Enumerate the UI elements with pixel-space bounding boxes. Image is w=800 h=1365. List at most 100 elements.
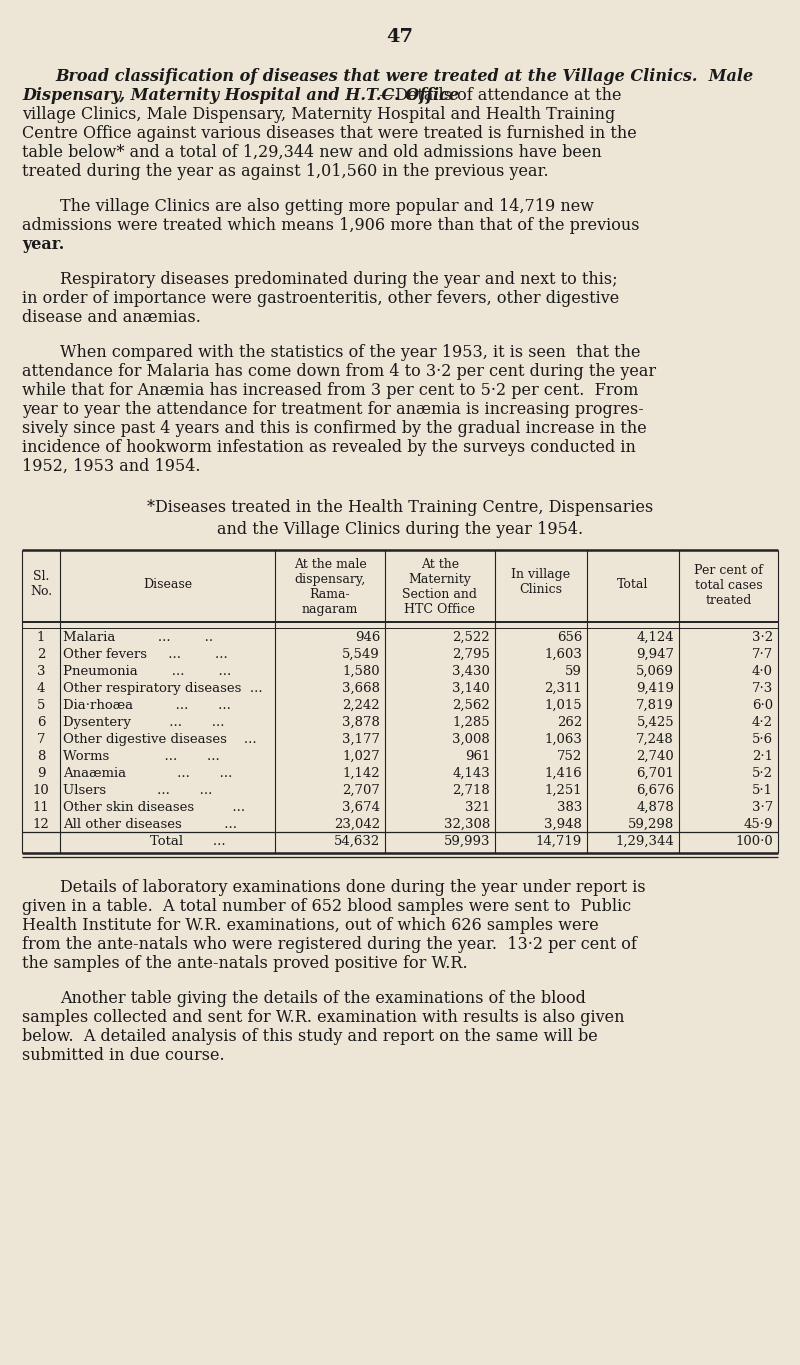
Text: 4,124: 4,124 [636,631,674,644]
Text: *Diseases treated in the Health Training Centre, Dispensaries: *Diseases treated in the Health Training… [147,500,653,516]
Text: 1,416: 1,416 [544,767,582,779]
Text: 752: 752 [557,749,582,763]
Text: 59,298: 59,298 [628,818,674,831]
Text: 2: 2 [37,648,45,661]
Text: 262: 262 [557,717,582,729]
Text: 9,947: 9,947 [636,648,674,661]
Text: Details of laboratory examinations done during the year under report is: Details of laboratory examinations done … [60,879,646,895]
Text: 7,248: 7,248 [636,733,674,747]
Text: 2·1: 2·1 [752,749,773,763]
Text: When compared with the statistics of the year 1953, it is seen  that the: When compared with the statistics of the… [60,344,641,360]
Text: —Details of attendance at the: —Details of attendance at the [379,87,622,104]
Text: samples collected and sent for W.R. examination with results is also given: samples collected and sent for W.R. exam… [22,1009,625,1026]
Text: 14,719: 14,719 [536,835,582,848]
Text: incidence of hookworm infestation as revealed by the surveys conducted in: incidence of hookworm infestation as rev… [22,440,636,456]
Text: 2,718: 2,718 [452,784,490,797]
Text: 2,242: 2,242 [342,699,380,713]
Text: 9,419: 9,419 [636,682,674,695]
Text: 6,701: 6,701 [636,767,674,779]
Text: 1,142: 1,142 [342,767,380,779]
Text: Other respiratory diseases  ...: Other respiratory diseases ... [63,682,262,695]
Text: and the Village Clinics during the year 1954.: and the Village Clinics during the year … [217,521,583,538]
Text: 946: 946 [354,631,380,644]
Text: 1,015: 1,015 [544,699,582,713]
Text: attendance for Malaria has come down from 4 to 3·2 per cent during the year: attendance for Malaria has come down fro… [22,363,656,379]
Text: 3,948: 3,948 [544,818,582,831]
Text: 59: 59 [565,665,582,678]
Text: 2,562: 2,562 [452,699,490,713]
Text: 23,042: 23,042 [334,818,380,831]
Text: 3,878: 3,878 [342,717,380,729]
Text: At the
Maternity
Section and
HTC Office: At the Maternity Section and HTC Office [402,558,478,616]
Text: 7·7: 7·7 [752,648,773,661]
Text: disease and anæmias.: disease and anæmias. [22,308,201,326]
Text: 3·2: 3·2 [752,631,773,644]
Text: 4,143: 4,143 [452,767,490,779]
Text: Other digestive diseases    ...: Other digestive diseases ... [63,733,257,747]
Text: 3,140: 3,140 [452,682,490,695]
Text: 6: 6 [37,717,46,729]
Text: table below* and a total of 1,29,344 new and old admissions have been: table below* and a total of 1,29,344 new… [22,143,602,161]
Text: 5,425: 5,425 [636,717,674,729]
Text: in order of importance were gastroenteritis, other fevers, other digestive: in order of importance were gastroenteri… [22,289,619,307]
Text: Dysentery         ...       ...: Dysentery ... ... [63,717,225,729]
Text: 6,676: 6,676 [636,784,674,797]
Text: 3,430: 3,430 [452,665,490,678]
Text: 1: 1 [37,631,45,644]
Text: 6·0: 6·0 [752,699,773,713]
Text: from the ante-natals who were registered during the year.  13·2 per cent of: from the ante-natals who were registered… [22,936,637,953]
Text: 2,311: 2,311 [544,682,582,695]
Text: 100·0: 100·0 [735,835,773,848]
Text: 1952, 1953 and 1954.: 1952, 1953 and 1954. [22,459,201,475]
Text: 8: 8 [37,749,45,763]
Text: 1,063: 1,063 [544,733,582,747]
Text: 2,707: 2,707 [342,784,380,797]
Text: Disease: Disease [143,577,192,591]
Text: 3,177: 3,177 [342,733,380,747]
Text: Dia·rhoæa          ...       ...: Dia·rhoæa ... ... [63,699,231,713]
Text: Total: Total [618,577,649,591]
Text: All other diseases          ...: All other diseases ... [63,818,237,831]
Text: village Clinics, Male Dispensary, Maternity Hospital and Health Training: village Clinics, Male Dispensary, Matern… [22,106,615,123]
Text: 10: 10 [33,784,50,797]
Text: 7: 7 [37,733,46,747]
Text: 11: 11 [33,801,50,814]
Text: 3,674: 3,674 [342,801,380,814]
Text: 2,740: 2,740 [636,749,674,763]
Text: Malaria          ...        ..: Malaria ... .. [63,631,213,644]
Text: treated during the year as against 1,01,560 in the previous year.: treated during the year as against 1,01,… [22,162,549,180]
Text: At the male
dispensary,
Rama-
nagaram: At the male dispensary, Rama- nagaram [294,558,366,616]
Text: 4·2: 4·2 [752,717,773,729]
Text: Sl.
No.: Sl. No. [30,571,52,598]
Text: Ulsers            ...       ...: Ulsers ... ... [63,784,212,797]
Text: 1,603: 1,603 [544,648,582,661]
Text: 3,668: 3,668 [342,682,380,695]
Text: year.: year. [22,236,64,253]
Text: 3,008: 3,008 [452,733,490,747]
Text: 45·9: 45·9 [743,818,773,831]
Text: 656: 656 [557,631,582,644]
Text: 4·0: 4·0 [752,665,773,678]
Text: 1,285: 1,285 [452,717,490,729]
Text: 4: 4 [37,682,45,695]
Text: 5·2: 5·2 [752,767,773,779]
Text: 47: 47 [386,29,414,46]
Text: Per cent of
total cases
treated: Per cent of total cases treated [694,564,763,607]
Text: Worms             ...       ...: Worms ... ... [63,749,220,763]
Text: 2,522: 2,522 [452,631,490,644]
Text: Other skin diseases         ...: Other skin diseases ... [63,801,245,814]
Text: 321: 321 [465,801,490,814]
Text: below.  A detailed analysis of this study and report on the same will be: below. A detailed analysis of this study… [22,1028,598,1046]
Text: 32,308: 32,308 [444,818,490,831]
Text: 9: 9 [37,767,46,779]
Text: 5: 5 [37,699,45,713]
Text: admissions were treated which means 1,906 more than that of the previous: admissions were treated which means 1,90… [22,217,639,233]
Text: Broad classification of diseases that were treated at the Village Clinics.  Male: Broad classification of diseases that we… [55,68,753,85]
Text: submitted in due course.: submitted in due course. [22,1047,225,1063]
Text: 3: 3 [37,665,46,678]
Text: Anaæmia            ...       ...: Anaæmia ... ... [63,767,232,779]
Text: In village
Clinics: In village Clinics [511,568,570,597]
Text: while that for Anæmia has increased from 3 per cent to 5·2 per cent.  From: while that for Anæmia has increased from… [22,382,638,399]
Text: 4,878: 4,878 [636,801,674,814]
Text: Respiratory diseases predominated during the year and next to this;: Respiratory diseases predominated during… [60,272,618,288]
